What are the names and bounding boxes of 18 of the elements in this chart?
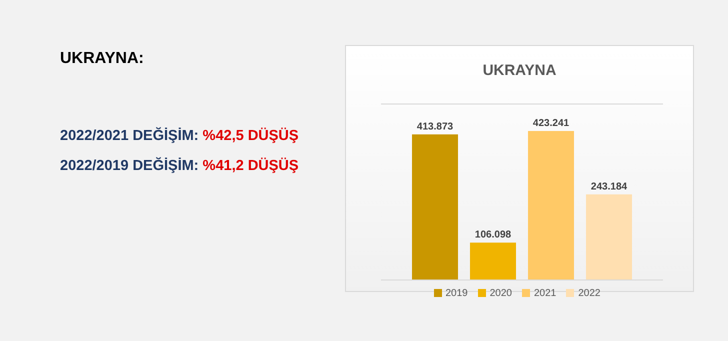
legend-label: 2022 — [578, 288, 600, 299]
text: 2022/2019 DEĞİŞİM: — [60, 158, 199, 174]
text: UKRAYNA: — [60, 50, 144, 68]
text: 2022/2021 DEĞİŞİM: — [60, 128, 199, 144]
data-label: 106.098 — [474, 230, 512, 241]
bar — [528, 131, 574, 280]
text: %41,2 DÜŞÜŞ — [202, 158, 299, 174]
bar — [470, 242, 516, 280]
chart-title: UKRAYNA — [482, 62, 558, 81]
legend-label: 2019 — [446, 288, 468, 299]
data-label: 243.184 — [590, 181, 628, 192]
bar — [412, 134, 458, 280]
legend-label: 2020 — [490, 288, 512, 299]
text: %42,5 DÜŞÜŞ — [202, 128, 299, 144]
legend-label: 2021 — [534, 288, 556, 299]
bar — [586, 194, 632, 280]
data-label: 413.873 — [416, 121, 454, 132]
data-label: 423.241 — [532, 118, 570, 130]
